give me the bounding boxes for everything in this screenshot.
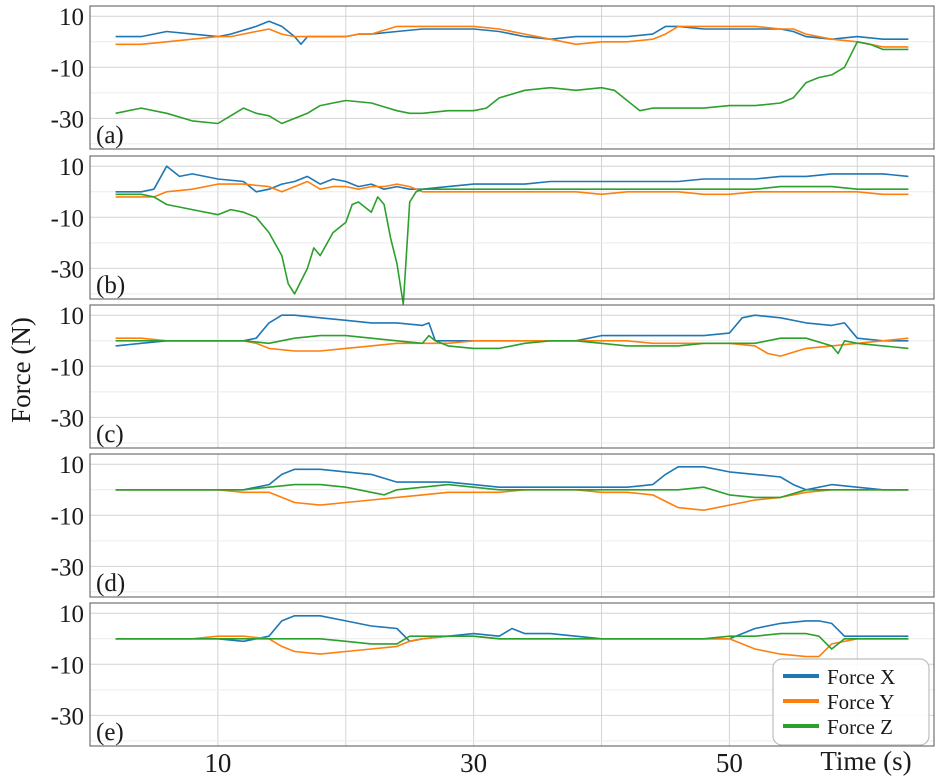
series-force-z (115, 483, 909, 499)
x-axis-label: Time (s) (820, 746, 911, 776)
y-tick-label: -30 (51, 106, 84, 133)
series-force-x (115, 466, 909, 491)
y-tick-label: 10 (59, 154, 84, 181)
x-tick-labels: 10 30 50 (204, 748, 743, 778)
panel-b: 10 -10 -30 (b) (51, 154, 935, 305)
series-force-z (115, 185, 909, 305)
panel-frame (89, 602, 935, 747)
y-tick-label: 10 (59, 601, 84, 628)
y-tick-label: -30 (51, 554, 84, 581)
panel-label: (a) (96, 122, 124, 149)
panel-label: (b) (96, 272, 125, 299)
y-tick-label: -10 (51, 354, 84, 381)
legend-label: Force Z (827, 715, 893, 739)
series-force-x (115, 20, 909, 46)
series-force-x (115, 165, 909, 193)
panel-d: 10 -10 -30 (d) (51, 452, 935, 598)
y-tick-label: -10 (51, 503, 84, 530)
panel-label: (c) (96, 421, 124, 448)
y-tick-label: -10 (51, 205, 84, 232)
panel-label: (d) (96, 570, 125, 597)
series-force-y (115, 489, 909, 511)
y-tick-label: -10 (51, 55, 84, 82)
panel-frame (89, 304, 935, 449)
x-tick-label: 30 (460, 748, 487, 778)
series-force-y (115, 25, 909, 48)
y-tick-label: -30 (51, 405, 84, 432)
series-force-z (115, 41, 909, 125)
legend-box (772, 658, 930, 746)
panels-group: 10 -10 -30 (a) 10 -10 -30 (b) 10 -10 -30 (c) 10 -10 -3… (51, 4, 935, 747)
y-tick-label: -30 (51, 703, 84, 730)
panel-a: 10 -10 -30 (a) (51, 4, 935, 150)
panel-label: (e) (96, 719, 124, 746)
panel-c: 10 -10 -30 (c) (51, 303, 935, 449)
y-tick-label: -30 (51, 256, 84, 283)
series-force-x (115, 615, 909, 643)
x-tick-label: 10 (204, 748, 231, 778)
series-force-z (115, 334, 909, 355)
legend-label: Force X (827, 665, 895, 689)
y-axis-label: Force (N) (6, 317, 36, 423)
series-force-y (115, 180, 909, 198)
panel-frame (89, 453, 935, 598)
panel-frame (89, 155, 935, 300)
series-force-z (115, 632, 909, 650)
y-tick-label: 10 (59, 4, 84, 31)
y-tick-label: 10 (59, 452, 84, 479)
x-tick-label: 50 (716, 748, 743, 778)
panel-frame (89, 5, 935, 150)
y-tick-label: 10 (59, 303, 84, 330)
legend-label: Force Y (827, 690, 894, 714)
y-tick-label: -10 (51, 652, 84, 679)
